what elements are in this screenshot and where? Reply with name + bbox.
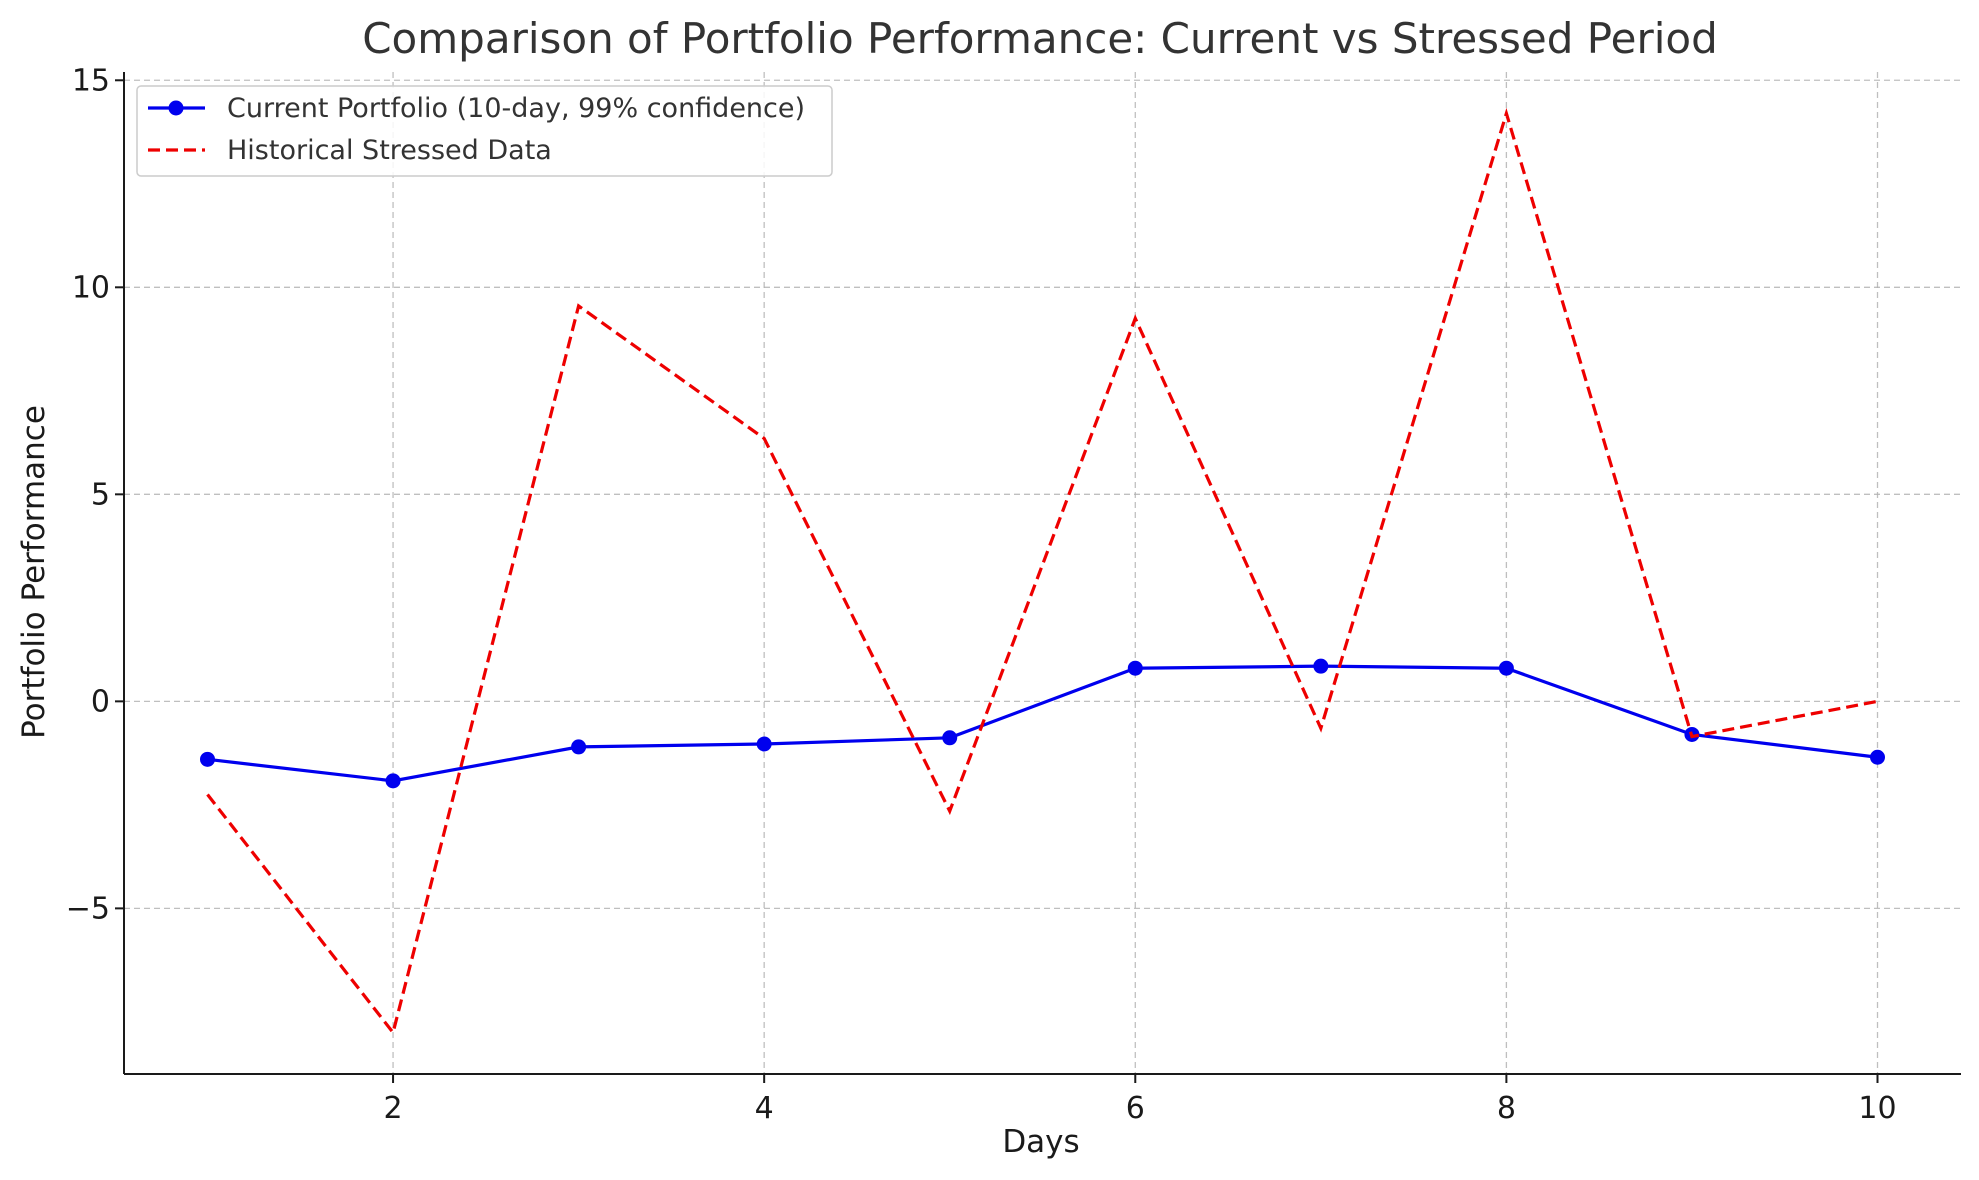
y-tick-label-15: 15 [72, 63, 110, 98]
legend-entry-current: Current Portfolio (10-day, 99% confidenc… [148, 93, 805, 124]
data-point-0-8 [1498, 660, 1514, 676]
data-point-0-7 [1313, 658, 1329, 674]
legend-label-stressed: Historical Stressed Data [227, 135, 552, 166]
grid [124, 72, 1961, 1074]
legend-entry-stressed: Historical Stressed Data [148, 135, 552, 166]
x-tick-label-8: 8 [1497, 1091, 1516, 1126]
data-point-0-3 [571, 739, 587, 755]
y-tick-label-10: 10 [72, 270, 110, 305]
y-tick-label--5: −5 [66, 891, 110, 926]
data-point-0-1 [200, 751, 215, 767]
series-1 [206, 107, 1878, 1037]
legend-marker-current [168, 100, 184, 116]
y-axis-label: Portfolio Performance [16, 405, 52, 739]
y-tick-label-5: 5 [91, 477, 110, 512]
ticks: 2 4 6 8 10 −5 0 5 10 15 [66, 63, 1897, 1126]
x-tick-label-6: 6 [1126, 1091, 1145, 1126]
data-point-0-4 [756, 736, 772, 752]
legend-label-current: Current Portfolio (10-day, 99% confidenc… [227, 93, 805, 124]
legend-box [136, 85, 833, 177]
x-tick-label-2: 2 [384, 1091, 403, 1126]
series-line-0 [207, 664, 1878, 783]
axes [123, 72, 1961, 1075]
series-0 [200, 658, 1885, 789]
data-point-0-5 [942, 730, 958, 746]
data-point-0-10 [1870, 749, 1885, 765]
legend: Current Portfolio (10-day, 99% confidenc… [136, 85, 833, 177]
x-tick-label-10: 10 [1858, 1091, 1896, 1126]
x-axis-label: Days [1002, 1124, 1079, 1160]
data-point-0-6 [1127, 660, 1143, 676]
data-point-0-2 [385, 773, 401, 789]
series-line-1 [206, 107, 1878, 1037]
series-layer [200, 107, 1885, 1037]
y-tick-label-0: 0 [91, 684, 110, 719]
x-tick-label-4: 4 [755, 1091, 774, 1126]
chart-title: Comparison of Portfolio Performance: Cur… [362, 14, 1718, 63]
